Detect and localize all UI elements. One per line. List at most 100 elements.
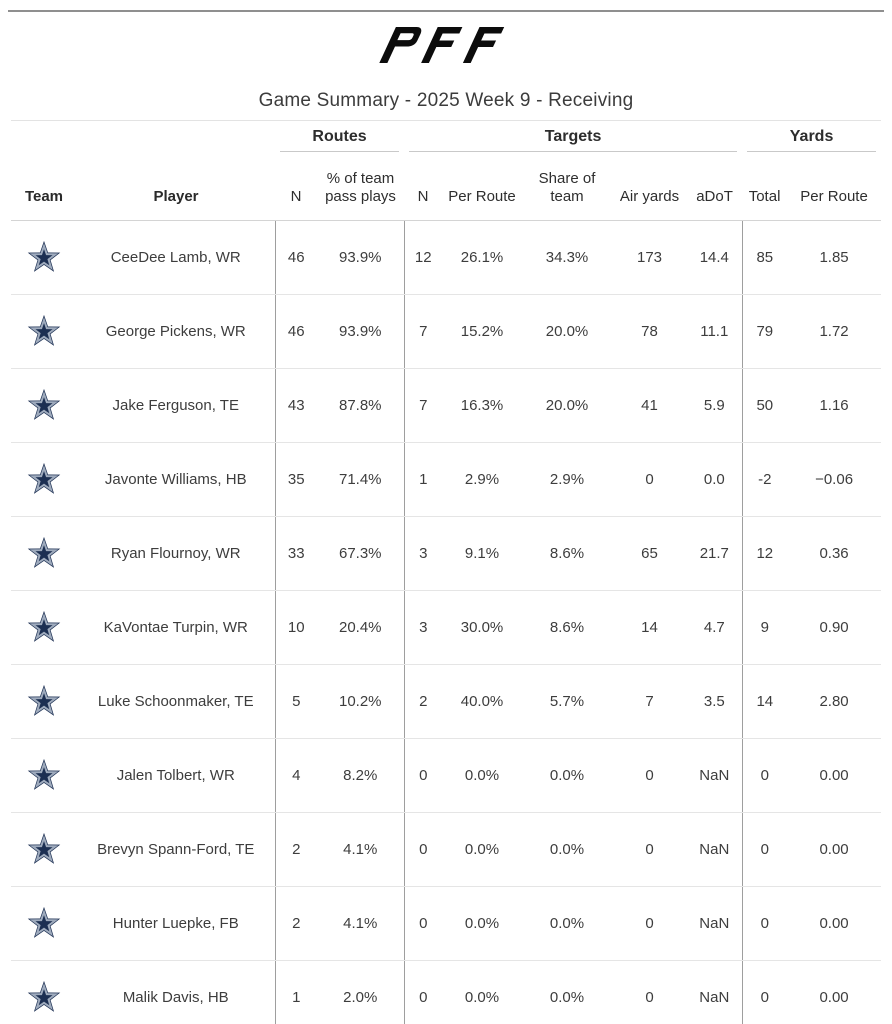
group-underline <box>280 151 400 152</box>
air-yards-cell: 65 <box>612 516 688 591</box>
table-row: KaVontae Turpin, WR 10 20.4% 3 30.0% 8.6… <box>11 590 882 665</box>
routes-n-cell: 46 <box>274 220 317 295</box>
yards-per-route-cell: 2.80 <box>787 664 882 739</box>
targets-per-route-cell: 2.9% <box>442 442 523 517</box>
routes-pct-cell: 2.0% <box>317 960 405 1024</box>
targets-n-cell: 3 <box>403 516 443 591</box>
air-yards-cell: 14 <box>612 590 688 665</box>
group-header-targets: Targets <box>404 121 742 158</box>
air-yards-cell: 0 <box>612 812 688 887</box>
team-logo-cell <box>11 960 77 1024</box>
yards-total-cell: 0 <box>741 960 788 1024</box>
adot-cell: NaN <box>687 812 743 887</box>
adot-cell: 0.0 <box>687 442 743 517</box>
player-name-cell: Hunter Luepke, FB <box>77 886 275 961</box>
targets-share-cell: 20.0% <box>522 368 613 443</box>
table-row: CeeDee Lamb, WR 46 93.9% 12 26.1% 34.3% … <box>11 220 882 295</box>
cowboys-star-icon <box>27 980 61 1012</box>
routes-pct-cell: 10.2% <box>317 664 405 739</box>
adot-cell: 14.4 <box>687 220 743 295</box>
stats-table-body: CeeDee Lamb, WR 46 93.9% 12 26.1% 34.3% … <box>11 220 882 1024</box>
yards-per-route-cell: 0.00 <box>787 812 882 887</box>
yards-total-cell: 79 <box>741 294 788 369</box>
targets-share-cell: 8.6% <box>522 590 613 665</box>
player-name-cell: Luke Schoonmaker, TE <box>77 664 275 739</box>
targets-n-cell: 0 <box>403 960 443 1024</box>
team-logo-cell <box>11 738 77 813</box>
table-row: Jalen Tolbert, WR 4 8.2% 0 0.0% 0.0% 0 N… <box>11 738 882 813</box>
routes-n-cell: 33 <box>274 516 317 591</box>
group-underline <box>747 151 877 152</box>
targets-per-route-cell: 9.1% <box>442 516 523 591</box>
targets-per-route-cell: 15.2% <box>442 294 523 369</box>
targets-per-route-cell: 16.3% <box>442 368 523 443</box>
yards-per-route-cell: −0.06 <box>787 442 882 517</box>
table-row: Brevyn Spann-Ford, TE 2 4.1% 0 0.0% 0.0%… <box>11 812 882 887</box>
column-header-player: Player <box>77 157 275 221</box>
adot-cell: 21.7 <box>687 516 743 591</box>
column-header-yards-total: Total <box>742 157 788 221</box>
group-header-routes: Routes <box>275 121 404 158</box>
column-header-air-yards: Air yards <box>612 157 688 221</box>
targets-per-route-cell: 0.0% <box>442 886 523 961</box>
player-name-cell: Malik Davis, HB <box>77 960 275 1024</box>
air-yards-cell: 41 <box>612 368 688 443</box>
routes-pct-cell: 67.3% <box>317 516 405 591</box>
cowboys-star-icon <box>27 832 61 864</box>
yards-per-route-cell: 0.00 <box>787 960 882 1024</box>
targets-n-cell: 7 <box>403 368 443 443</box>
adot-cell: 11.1 <box>687 294 743 369</box>
routes-pct-cell: 4.1% <box>317 812 405 887</box>
targets-n-cell: 1 <box>403 442 443 517</box>
routes-n-cell: 35 <box>274 442 317 517</box>
cowboys-star-icon <box>27 388 61 420</box>
yards-total-cell: 9 <box>741 590 788 665</box>
table-row: George Pickens, WR 46 93.9% 7 15.2% 20.0… <box>11 294 882 369</box>
yards-total-cell: 0 <box>741 812 788 887</box>
team-logo-cell <box>11 590 77 665</box>
yards-total-cell: 0 <box>741 886 788 961</box>
yards-per-route-cell: 0.36 <box>787 516 882 591</box>
adot-cell: 4.7 <box>687 590 743 665</box>
pff-logo-icon <box>0 26 892 64</box>
routes-pct-cell: 71.4% <box>317 442 405 517</box>
team-logo-cell <box>11 368 77 443</box>
routes-n-cell: 2 <box>274 812 317 887</box>
top-divider <box>8 10 884 12</box>
targets-n-cell: 2 <box>403 664 443 739</box>
targets-per-route-cell: 30.0% <box>442 590 523 665</box>
yards-total-cell: 12 <box>741 516 788 591</box>
routes-n-cell: 46 <box>274 294 317 369</box>
table-row: Javonte Williams, HB 35 71.4% 1 2.9% 2.9… <box>11 442 882 517</box>
column-header-routes-n: N <box>275 157 317 221</box>
team-logo-cell <box>11 294 77 369</box>
yards-per-route-cell: 0.00 <box>787 886 882 961</box>
routes-n-cell: 5 <box>274 664 317 739</box>
column-header-adot: aDoT <box>687 157 743 221</box>
yards-total-cell: -2 <box>741 442 788 517</box>
team-logo-cell <box>11 516 77 591</box>
targets-share-cell: 8.6% <box>522 516 613 591</box>
table-row: Malik Davis, HB 1 2.0% 0 0.0% 0.0% 0 NaN… <box>11 960 882 1024</box>
air-yards-cell: 173 <box>612 220 688 295</box>
yards-total-cell: 0 <box>741 738 788 813</box>
air-yards-cell: 0 <box>612 442 688 517</box>
targets-per-route-cell: 0.0% <box>442 738 523 813</box>
cowboys-star-icon <box>27 314 61 346</box>
targets-per-route-cell: 26.1% <box>442 220 523 295</box>
targets-per-route-cell: 40.0% <box>442 664 523 739</box>
routes-pct-cell: 87.8% <box>317 368 405 443</box>
cowboys-star-icon <box>27 906 61 938</box>
targets-share-cell: 20.0% <box>522 294 613 369</box>
adot-cell: 5.9 <box>687 368 743 443</box>
column-header-row: Team Player N % of team pass plays N Per… <box>11 157 882 221</box>
player-name-cell: George Pickens, WR <box>77 294 275 369</box>
targets-share-cell: 0.0% <box>522 738 613 813</box>
cowboys-star-icon <box>27 536 61 568</box>
yards-total-cell: 85 <box>741 220 788 295</box>
team-logo-cell <box>11 442 77 517</box>
routes-pct-cell: 93.9% <box>317 220 405 295</box>
player-name-cell: Jake Ferguson, TE <box>77 368 275 443</box>
targets-share-cell: 0.0% <box>522 812 613 887</box>
